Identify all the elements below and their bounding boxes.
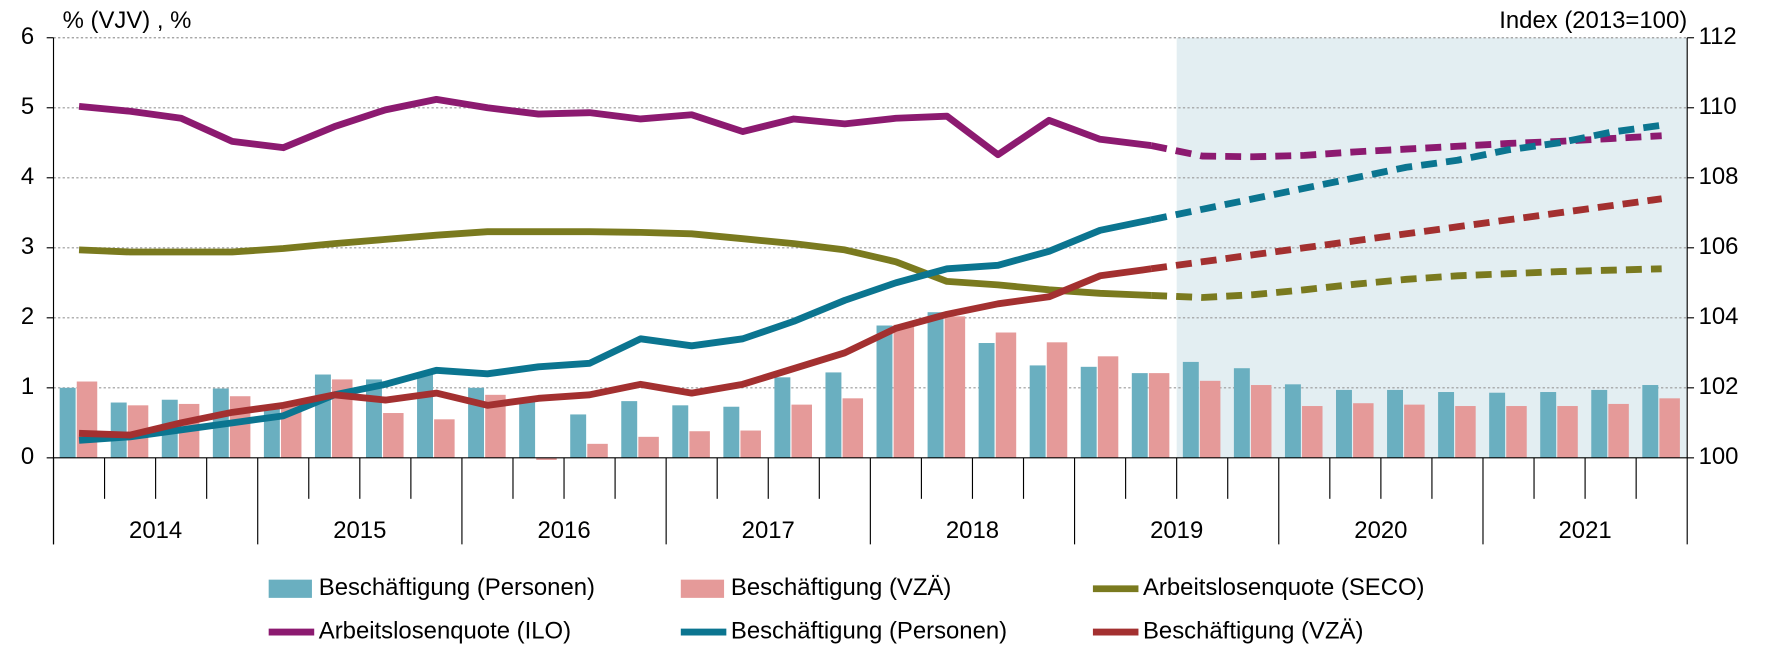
line	[78, 216, 1152, 444]
bar	[1591, 389, 1608, 458]
bar	[1029, 365, 1046, 458]
legend-label: Beschäftigung (Personen)	[731, 617, 1007, 644]
bar	[1455, 406, 1476, 458]
y-tick-label: 3	[21, 233, 34, 260]
bar	[689, 431, 710, 458]
x-tick-label: 2021	[1559, 517, 1612, 544]
bar	[1387, 389, 1403, 458]
bar	[570, 414, 587, 458]
bar	[1233, 368, 1250, 458]
bar	[1659, 398, 1680, 458]
x-tick-label: 2017	[742, 517, 795, 544]
y-tick-label: 2	[21, 303, 34, 330]
legend-label: Arbeitslosenquote (SECO)	[1143, 574, 1425, 601]
bar	[638, 436, 659, 458]
y2-tick-label: 108	[1699, 163, 1739, 190]
bar	[1148, 373, 1170, 458]
bar	[740, 430, 761, 458]
bar	[621, 401, 638, 458]
y2-tick-label: 112	[1699, 23, 1737, 50]
x-tick-label: 2018	[946, 517, 999, 544]
bar	[1250, 385, 1272, 458]
bar	[927, 312, 944, 458]
bar	[1080, 366, 1097, 458]
y-tick-label: 0	[21, 443, 34, 470]
bar	[1182, 361, 1199, 458]
bar	[791, 404, 812, 458]
legend-label: Beschäftigung (Personen)	[319, 574, 595, 601]
bar	[417, 372, 433, 458]
y-tick-label: 5	[21, 93, 34, 120]
bar	[59, 387, 76, 458]
bar	[842, 398, 864, 458]
bar	[1302, 406, 1323, 458]
legend-label: Beschäftigung (VZÄ)	[1143, 617, 1363, 644]
bar	[536, 457, 557, 460]
bar	[825, 372, 842, 458]
bar	[110, 402, 127, 458]
bar	[76, 381, 98, 458]
legend-label: Arbeitslosenquote (ILO)	[319, 617, 571, 644]
bar	[1489, 392, 1506, 458]
bar	[1336, 389, 1352, 458]
bar	[893, 324, 915, 458]
bar	[1046, 342, 1068, 458]
bar	[1540, 392, 1557, 458]
legend-label: Beschäftigung (VZÄ)	[731, 574, 951, 601]
line	[1151, 265, 1662, 301]
x-tick-label: 2020	[1354, 517, 1407, 544]
bar	[672, 405, 689, 458]
y-tick-label: 6	[21, 23, 34, 50]
bar	[1438, 392, 1455, 458]
x-tick-label: 2015	[333, 517, 386, 544]
bar	[978, 343, 995, 458]
bar	[383, 413, 404, 458]
bar	[995, 332, 1017, 458]
bar	[485, 394, 506, 458]
bar	[1199, 380, 1221, 458]
line	[1150, 195, 1663, 273]
x-tick-label: 2014	[129, 517, 182, 544]
y2-tick-label: 100	[1699, 443, 1739, 470]
bar	[1608, 403, 1629, 458]
y2-tick-label: 104	[1699, 303, 1739, 330]
bar	[1557, 406, 1578, 458]
bar	[229, 396, 251, 458]
line	[1150, 121, 1663, 224]
line	[78, 228, 1152, 299]
bar	[1404, 404, 1425, 458]
bar	[314, 374, 331, 458]
x-tick-label: 2016	[537, 517, 590, 544]
bar	[723, 406, 740, 458]
y2-axis-label: Index (2013=100)	[1499, 7, 1687, 34]
bar	[519, 398, 536, 458]
bar	[1097, 356, 1119, 458]
bar	[587, 443, 608, 458]
bar	[434, 419, 455, 458]
y-tick-label: 1	[21, 373, 34, 400]
bar	[1353, 403, 1374, 458]
bar	[876, 325, 893, 458]
bar	[1131, 373, 1148, 458]
line	[78, 95, 1152, 159]
x-tick-label: 2019	[1150, 517, 1203, 544]
y2-tick-label: 102	[1699, 373, 1739, 400]
y2-tick-label: 110	[1699, 93, 1737, 120]
bar	[944, 316, 966, 458]
legend-swatch	[268, 579, 312, 598]
bar	[1284, 384, 1301, 458]
bar	[774, 377, 791, 458]
bar	[263, 404, 280, 458]
legend-swatch	[680, 579, 725, 598]
line	[78, 265, 1152, 439]
y-axis-label: % (VJV) , %	[63, 7, 192, 34]
bar	[1506, 406, 1527, 458]
y2-tick-label: 106	[1699, 233, 1739, 260]
y-tick-label: 4	[21, 163, 34, 190]
bar	[1642, 385, 1659, 458]
